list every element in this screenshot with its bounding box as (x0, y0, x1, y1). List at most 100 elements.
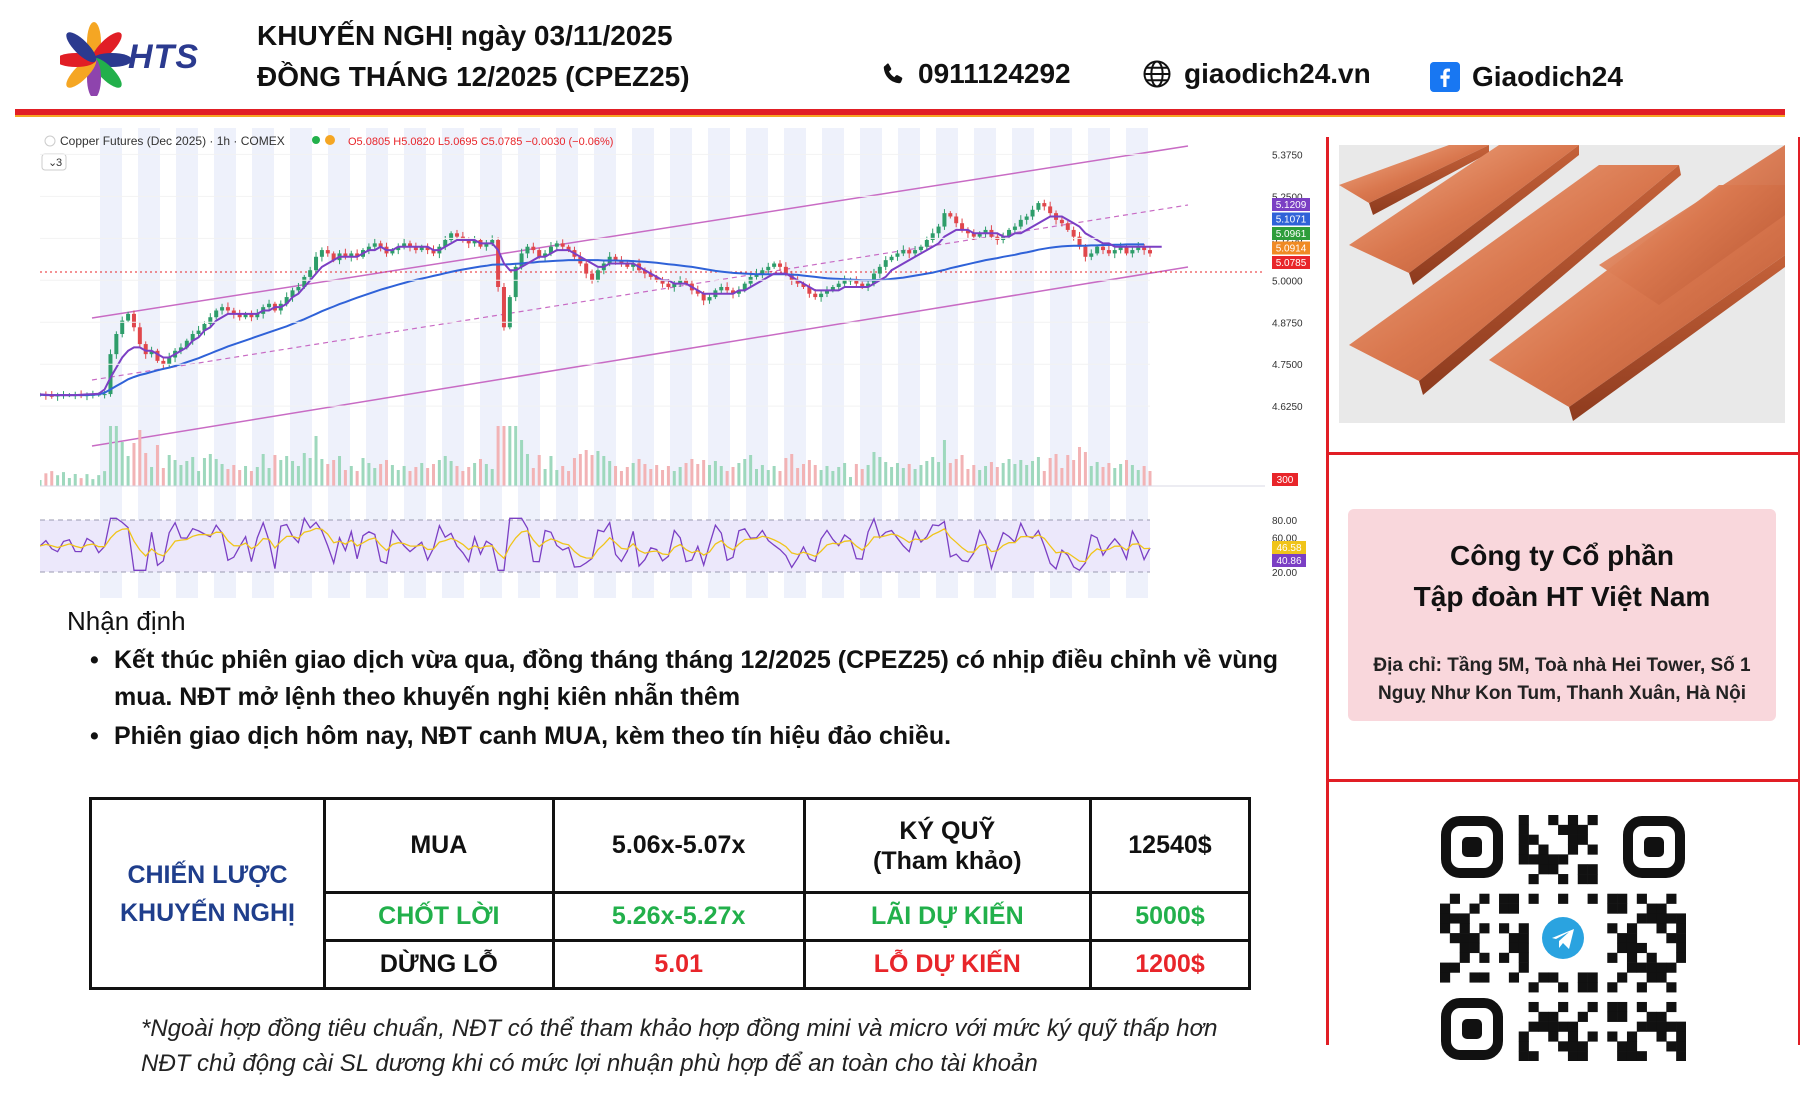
volume-bar (326, 464, 330, 486)
candle-body (126, 313, 131, 321)
qr-module (1577, 1011, 1588, 1022)
candle-body (854, 280, 859, 284)
volume-bar (220, 464, 224, 486)
trend-channel (91, 145, 1189, 447)
qr-module (1656, 1011, 1667, 1022)
volume-bar (954, 459, 958, 486)
candle-body (625, 263, 630, 267)
qr-module (1676, 1041, 1686, 1052)
contact-phone[interactable]: 0911124292 (880, 58, 1071, 90)
qr-module (1587, 864, 1598, 875)
candle-body (161, 360, 166, 365)
qr-module (1666, 1001, 1677, 1013)
volume-bar (725, 471, 729, 486)
session-band (138, 128, 160, 598)
price-tick-label: 4.6250 (1272, 402, 1303, 413)
candle-body (314, 256, 319, 271)
candle-body (1118, 246, 1123, 251)
candle-body (202, 323, 207, 331)
price-label-badge (1272, 256, 1310, 269)
volume-bar (261, 454, 265, 486)
qr-module (1479, 893, 1490, 904)
volume-bar (578, 454, 582, 486)
session-band (214, 128, 236, 598)
candle-body (595, 270, 600, 281)
candle-body (108, 354, 113, 395)
qr-module (1676, 942, 1686, 954)
session-band (1012, 128, 1034, 598)
qr-module (1676, 1031, 1686, 1042)
volume-bar (1001, 463, 1005, 486)
qr-module (1528, 834, 1539, 845)
buy-action: MUA (323, 796, 555, 895)
candle-body (860, 283, 865, 287)
volume-bar (1019, 460, 1023, 486)
qr-module (1626, 933, 1638, 944)
volume-bar (884, 462, 888, 486)
volume-bar (989, 462, 993, 486)
sidebar-separator (1326, 452, 1800, 455)
qr-module (1508, 942, 1520, 954)
qr-module (1567, 824, 1579, 835)
candle-body (1095, 246, 1100, 254)
qr-module (1548, 815, 1559, 826)
qr-module (1558, 1041, 1569, 1052)
margin-amount: 12540$ (1088, 796, 1252, 895)
candle-body (613, 256, 618, 261)
candle-body (449, 233, 454, 240)
qr-module (1656, 962, 1667, 973)
volume-bar (197, 471, 201, 486)
volume-badge: 300 (1272, 473, 1298, 486)
qr-module (1508, 972, 1520, 983)
candle-body (877, 266, 882, 274)
candle-body (155, 350, 160, 361)
candle-body (954, 216, 959, 224)
candle-body (942, 213, 947, 227)
qr-module (1617, 893, 1628, 904)
qr-module (1548, 864, 1559, 875)
price-tick-label: 5.2500 (1272, 192, 1303, 203)
contact-facebook[interactable]: Giaodich24 (1430, 61, 1623, 93)
candle-body (913, 250, 918, 254)
qr-code[interactable] (1440, 815, 1686, 1061)
candle-body (1071, 229, 1076, 237)
candle-body (284, 297, 289, 304)
contact-website[interactable]: giaodich24.vn (1142, 58, 1371, 90)
qr-module (1587, 1031, 1598, 1042)
price-chart: Copper Futures (Dec 2025) · 1h · COMEX O… (40, 128, 1320, 598)
qr-module (1577, 864, 1588, 875)
candle-body (255, 313, 260, 318)
qr-module (1656, 1021, 1667, 1032)
candle-body (308, 270, 313, 277)
volume-bar (1101, 467, 1105, 486)
candle-body (1106, 250, 1111, 254)
volume-bar (490, 469, 494, 486)
volume-bar (1113, 468, 1117, 486)
qr-module (1469, 933, 1480, 944)
volume-bar (132, 443, 136, 486)
qr-module (1459, 933, 1470, 944)
price-label: 5.0961 (1276, 229, 1307, 240)
volume-bar (948, 463, 952, 486)
volume-bar (766, 470, 770, 486)
qr-module (1577, 874, 1588, 885)
volume-bars (40, 426, 1152, 486)
candle-body (537, 250, 542, 257)
qr-module (1617, 1041, 1628, 1052)
qr-module (1558, 824, 1569, 835)
candle-body (1130, 250, 1135, 254)
volume-bar (590, 455, 594, 486)
candle-body (560, 243, 565, 247)
bullet-icon: • (90, 646, 99, 674)
analysis-bullet-text: Kết thúc phiên giao dịch vừa qua, đồng t… (114, 646, 1279, 711)
qr-module (1508, 933, 1520, 944)
candle-body (184, 340, 189, 348)
qr-module (1617, 1011, 1628, 1022)
qr-module (1440, 962, 1451, 973)
volume-bar (502, 426, 506, 486)
qr-module (1499, 903, 1510, 914)
candle-body (325, 250, 330, 254)
qr-module (1479, 923, 1490, 934)
qr-module (1656, 923, 1667, 934)
qr-module (1440, 923, 1451, 934)
